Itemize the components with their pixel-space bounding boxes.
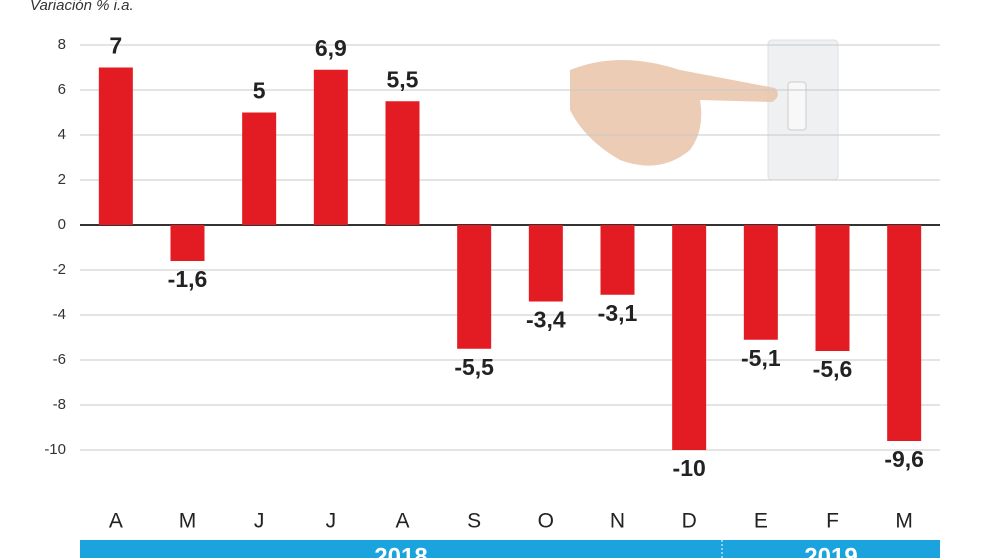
x-tick-label: J	[326, 510, 337, 533]
bar	[528, 225, 563, 302]
x-tick-label: M	[895, 510, 913, 533]
bar	[457, 225, 492, 349]
value-label: 5,5	[387, 66, 419, 92]
x-tick-label: E	[754, 510, 768, 533]
x-tick-label: S	[467, 510, 481, 533]
value-label: -3,1	[598, 300, 638, 326]
bar	[385, 101, 420, 225]
hand	[570, 60, 778, 166]
x-tick-label: A	[109, 510, 123, 533]
value-label: -5,6	[813, 356, 853, 382]
bar	[743, 225, 778, 340]
value-label: 6,9	[315, 35, 347, 61]
value-label: -1,6	[168, 266, 208, 292]
y-tick-label: 4	[58, 126, 66, 143]
x-tick-label: O	[538, 510, 554, 533]
y-axis-label: Variación % i.a.	[30, 0, 134, 14]
value-label: -10	[673, 455, 706, 481]
y-tick-label: 0	[58, 216, 66, 233]
bar	[242, 112, 277, 225]
value-label: -5,1	[741, 345, 781, 371]
bar	[98, 67, 133, 225]
x-tick-label: D	[682, 510, 697, 533]
x-tick-label: F	[826, 510, 839, 533]
year-label: 2018	[374, 543, 427, 558]
value-label: 7	[109, 33, 122, 59]
switch-illustration	[570, 39, 839, 181]
x-tick-label: M	[179, 510, 197, 533]
bar	[170, 225, 205, 261]
year-band	[80, 540, 940, 558]
value-label: -5,5	[454, 354, 494, 380]
y-tick-label: -8	[53, 396, 66, 413]
bar	[887, 225, 922, 441]
bar	[313, 69, 348, 225]
switch-toggle	[787, 81, 807, 131]
x-tick-label: J	[254, 510, 265, 533]
y-tick-label: -10	[44, 441, 66, 458]
y-tick-label: 6	[58, 81, 66, 98]
y-tick-label: 2	[58, 171, 66, 188]
bar	[672, 225, 707, 450]
value-label: -3,4	[526, 307, 566, 333]
x-tick-label: N	[610, 510, 625, 533]
bar	[600, 225, 635, 295]
y-tick-label: -4	[53, 306, 66, 323]
y-tick-label: 8	[58, 36, 66, 53]
value-label: -9,6	[884, 446, 924, 472]
x-tick-label: A	[395, 510, 409, 533]
year-label: 2019	[804, 543, 857, 558]
y-tick-label: -6	[53, 351, 66, 368]
value-label: 5	[253, 78, 266, 104]
y-tick-label: -2	[53, 261, 66, 278]
bar	[815, 225, 850, 351]
